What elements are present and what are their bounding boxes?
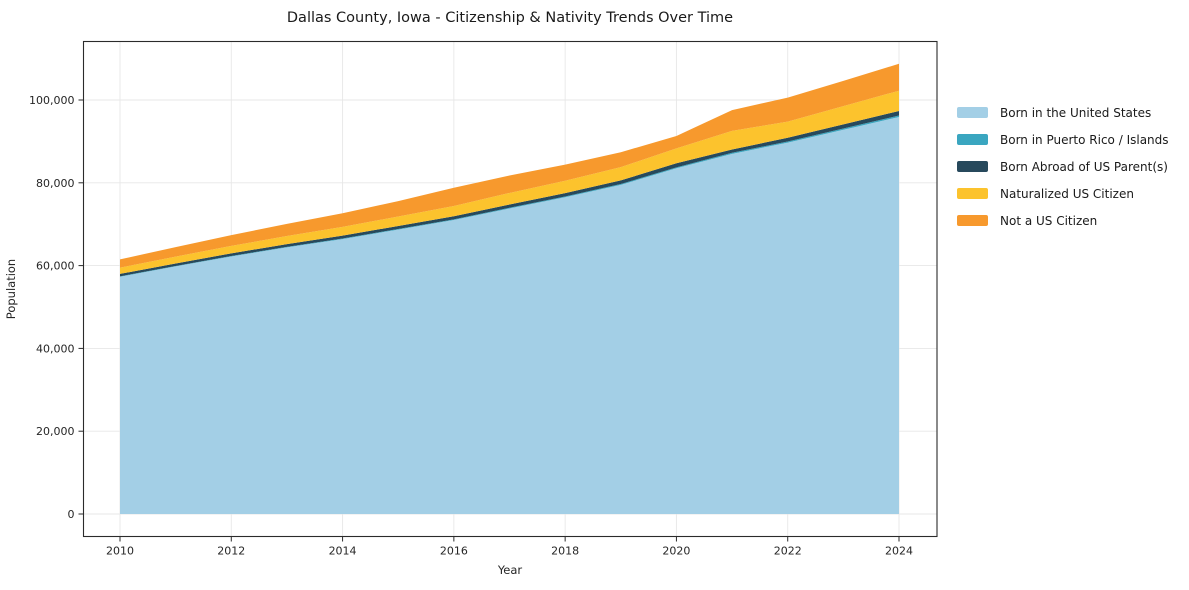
x-axis-label: Year xyxy=(497,563,523,577)
x-tick-label: 2024 xyxy=(885,545,913,558)
x-tick-label: 2010 xyxy=(106,545,134,558)
legend-swatch xyxy=(957,133,988,146)
x-tick-label: 2012 xyxy=(217,545,245,558)
area-series xyxy=(120,110,899,277)
x-tick-label: 2018 xyxy=(551,545,579,558)
y-tick-label: 80,000 xyxy=(36,177,75,190)
legend-item: Born in the United States xyxy=(957,99,1169,126)
legend-label: Not a US Citizen xyxy=(1000,213,1098,228)
legend-label: Born Abroad of US Parent(s) xyxy=(1000,159,1168,174)
legend-item: Born in Puerto Rico / Islands xyxy=(957,126,1169,153)
y-tick-label: 20,000 xyxy=(36,425,75,438)
x-tick-label: 2022 xyxy=(774,545,802,558)
legend-item: Naturalized US Citizen xyxy=(957,180,1169,207)
legend: Born in the United States Born in Puerto … xyxy=(957,99,1169,234)
y-tick-label: 0 xyxy=(68,508,75,521)
legend-swatch xyxy=(957,106,988,119)
y-tick-label: 100,000 xyxy=(29,94,75,107)
legend-swatch xyxy=(957,214,988,227)
legend-item: Born Abroad of US Parent(s) xyxy=(957,153,1169,180)
legend-label: Born in the United States xyxy=(1000,105,1152,120)
legend-swatch xyxy=(957,187,988,200)
area-series xyxy=(120,63,899,268)
chart-layers: 2010 2012 2014 2016 2018 2020 2022 2024 0 20,000 4… xyxy=(29,40,938,558)
y-axis-label: Population xyxy=(4,259,18,319)
y-tick-label: 60,000 xyxy=(36,260,75,273)
x-tick-label: 2016 xyxy=(440,545,468,558)
area-series xyxy=(120,90,899,274)
chart-title: Dallas County, Iowa - Citizenship & Nati… xyxy=(287,10,733,26)
legend-label: Naturalized US Citizen xyxy=(1000,186,1134,201)
y-tick-label: 40,000 xyxy=(36,342,75,355)
area-series xyxy=(120,116,899,514)
plot-border xyxy=(82,40,938,538)
legend-item: Not a US Citizen xyxy=(957,207,1169,234)
legend-swatch xyxy=(957,160,988,173)
x-tick-label: 2014 xyxy=(329,545,357,558)
legend-label: Born in Puerto Rico / Islands xyxy=(1000,132,1169,147)
x-tick-label: 2020 xyxy=(662,545,690,558)
